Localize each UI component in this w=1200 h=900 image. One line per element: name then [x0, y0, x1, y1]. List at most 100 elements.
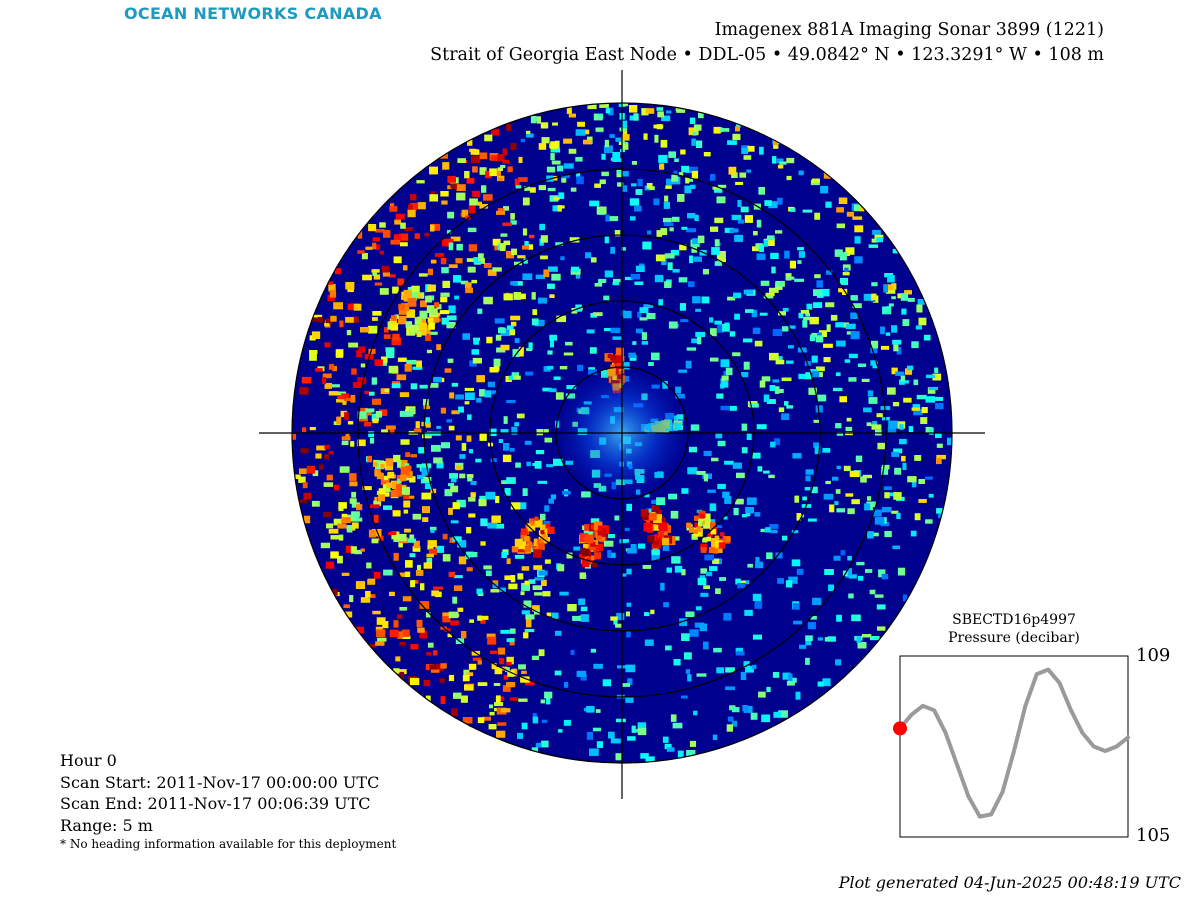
sonar-cell: [678, 277, 688, 283]
sonar-cell: [477, 592, 484, 596]
sonar-cell: [501, 551, 507, 558]
sonar-cell: [548, 266, 558, 272]
sonar-cell: [566, 106, 572, 114]
sonar-cell: [639, 307, 649, 314]
sonar-cell: [365, 246, 373, 250]
sonar-cell: [509, 628, 516, 634]
sonar-cell: [372, 311, 382, 316]
sonar-cell: [456, 499, 466, 508]
sonar-cell: [491, 515, 501, 523]
sonar-cell: [450, 520, 459, 524]
sonar-cell: [477, 308, 483, 314]
sonar-cell: [809, 369, 817, 373]
sonar-cell: [419, 601, 430, 609]
pressure-sensor-name: SBECTD16p4997: [952, 612, 1076, 628]
sonar-cell: [755, 561, 764, 569]
sonar-cell: [471, 349, 479, 355]
sonar-cell: [772, 672, 780, 678]
sonar-cell: [468, 513, 476, 518]
sonar-cell: [374, 572, 381, 579]
sonar-cell: [674, 158, 679, 162]
sonar-cell: [431, 590, 439, 597]
sonar-cell: [513, 281, 523, 286]
sonar-cell: [489, 711, 495, 716]
sonar-cell: [522, 228, 528, 236]
sonar-cell: [493, 358, 501, 367]
sonar-cell: [510, 315, 521, 321]
sonar-cell: [430, 529, 435, 533]
sonar-cell: [397, 631, 403, 639]
sonar-cell: [615, 623, 623, 628]
sonar-cell: [351, 491, 357, 498]
sonar-bright-return: [602, 525, 608, 531]
sonar-cell: [805, 640, 812, 646]
sonar-bright-return: [540, 530, 545, 535]
sonar-cell: [608, 731, 615, 739]
sonar-cell: [335, 349, 344, 357]
sonar-cell: [745, 507, 754, 514]
sonar-cell: [936, 508, 945, 514]
sonar-cell: [550, 148, 561, 153]
sonar-cell: [754, 512, 761, 517]
sonar-cell: [338, 506, 344, 512]
sonar-cell: [786, 681, 795, 686]
sonar-cell: [360, 597, 371, 603]
sonar-cell: [427, 642, 434, 648]
sonar-cell: [689, 740, 696, 747]
sonar-cell: [874, 517, 885, 525]
sonar-cell: [925, 374, 936, 379]
sonar-cell: [833, 387, 843, 392]
sonar-cell: [775, 280, 785, 287]
sonar-cell: [888, 303, 894, 307]
sonar-cell: [350, 546, 357, 554]
sonar-cell: [866, 422, 872, 427]
sonar-cell: [423, 405, 431, 410]
sonar-cell: [935, 433, 942, 438]
sonar-cell: [836, 340, 846, 347]
sonar-cell: [818, 330, 827, 337]
sonar-cell: [700, 592, 709, 597]
sonar-bright-return: [702, 537, 708, 543]
sonar-bright-return: [432, 315, 440, 323]
sonar-cell: [690, 424, 700, 431]
sonar-cell: [671, 556, 681, 564]
sonar-cell: [823, 343, 833, 348]
sonar-cell: [893, 492, 902, 500]
sonar-cell: [621, 185, 628, 192]
sonar-cell: [885, 288, 896, 294]
sonar-cell: [506, 477, 516, 484]
pressure-ytick-min: 105: [1136, 825, 1171, 846]
sonar-cell: [695, 308, 701, 312]
sonar-cell: [520, 591, 525, 596]
sonar-cell: [506, 400, 516, 404]
sonar-bright-return: [698, 519, 703, 524]
sonar-cell: [425, 612, 431, 618]
sonar-cell: [603, 295, 610, 301]
sonar-cell: [597, 113, 604, 119]
sonar-bright-return: [540, 524, 547, 532]
sonar-cell: [732, 707, 740, 713]
sonar-cell: [535, 742, 542, 748]
sonar-cell: [905, 368, 913, 375]
sonar-cell: [407, 209, 416, 218]
sonar-cell: [534, 577, 545, 581]
sonar-cell: [476, 397, 482, 403]
sonar-cell: [753, 231, 758, 236]
sonar-cell: [410, 454, 417, 458]
sonar-cell: [421, 492, 432, 500]
sonar-bright-return: [378, 488, 386, 496]
sonar-cell: [347, 421, 354, 425]
sonar-cell: [503, 443, 510, 451]
sonar-cell: [360, 327, 369, 333]
sonar-cell: [341, 513, 348, 520]
sonar-cell: [643, 133, 648, 140]
sonar-cell: [441, 442, 450, 449]
sonar-cell: [398, 669, 407, 675]
sonar-cell: [430, 259, 437, 264]
sonar-cell: [798, 312, 804, 319]
sonar-cell: [439, 678, 445, 683]
sonar-bright-return: [425, 295, 432, 303]
sonar-bright-return: [657, 531, 664, 538]
sonar-cell: [460, 695, 468, 703]
sonar-bright-return: [720, 532, 725, 537]
